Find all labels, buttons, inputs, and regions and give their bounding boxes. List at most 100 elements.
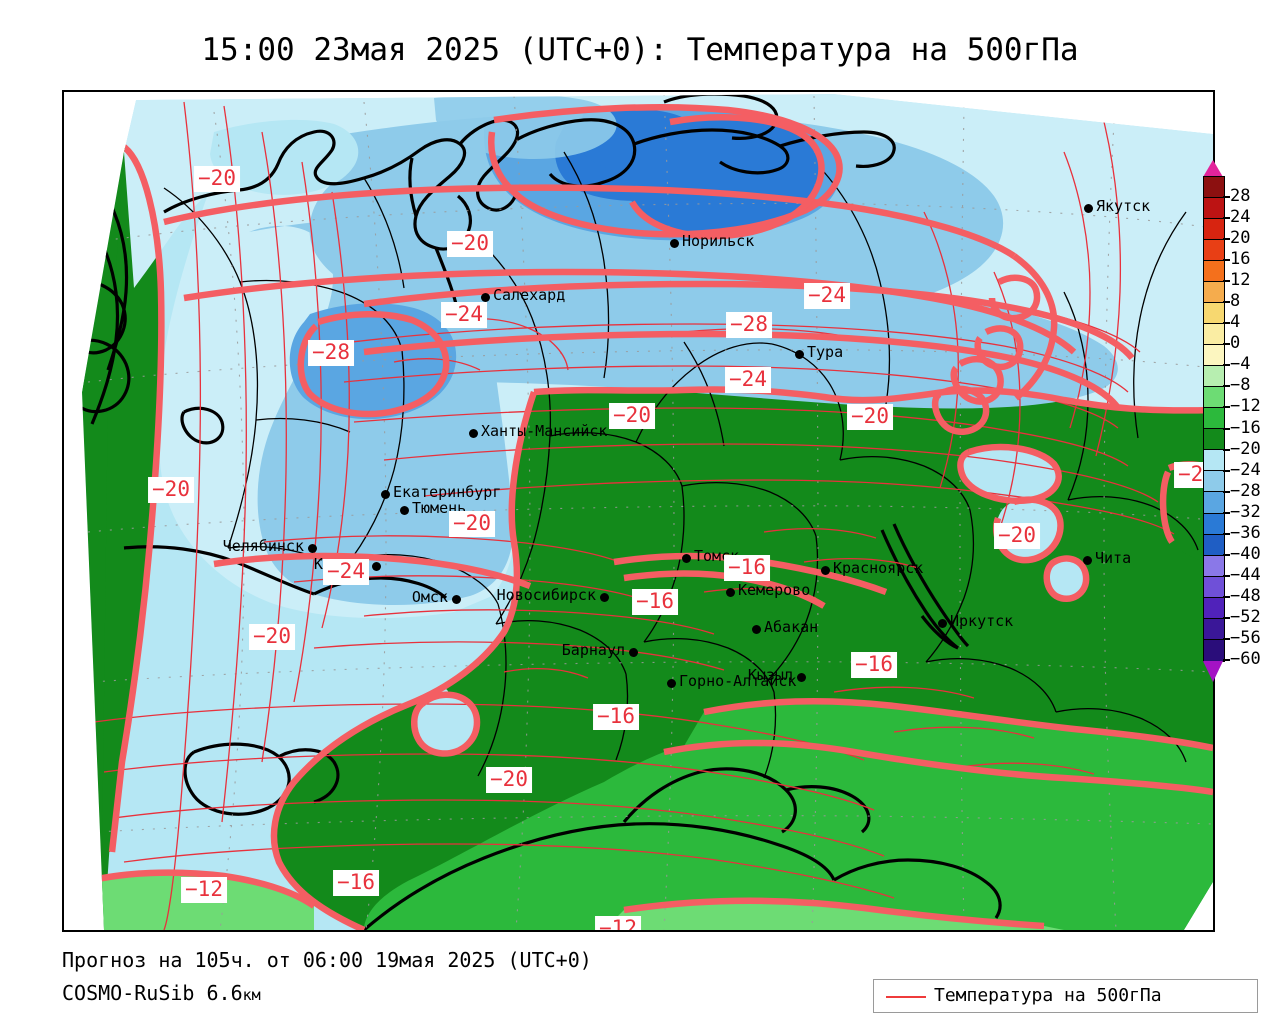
colorbar-tick-dash-icon [1223,595,1230,598]
contour-value-label: −20 [994,523,1040,549]
contour-value-label: −20 [486,767,532,793]
colorbar-tick-dash-icon [1223,469,1230,472]
colorbar-tick-dash-icon [1223,238,1230,241]
colorbar-tick-value: 12 [1230,270,1251,291]
forecast-info: Прогноз на 105ч. от 06:00 19мая 2025 (UT… [62,948,592,972]
legend-line-swatch [886,996,926,998]
colorbar-tick-value: −8 [1230,375,1251,396]
colorbar-tick-dash-icon [1223,427,1230,430]
contour-value-label: −28 [726,312,772,338]
colorbar-tick-value: −44 [1230,564,1261,585]
colorbar-tick-dash-icon [1223,574,1230,577]
colorbar-tick-dash-icon [1223,553,1230,556]
colorbar-band [1204,408,1224,430]
temperature-field-map [64,92,1213,930]
colorbar-tick-dash-icon [1223,490,1230,493]
contour-value-label: −16 [333,870,379,896]
colorbar-tick-value: 0 [1230,333,1241,354]
colorbar-band [1204,576,1224,598]
legend: Температура на 500гПа [873,979,1258,1013]
contour-value-label: −12 [595,916,641,930]
colorbar-tick-value: −4 [1230,354,1251,375]
colorbar-band [1204,198,1224,220]
colorbar-tick-value: 16 [1230,249,1251,270]
contour-value-label: −12 [181,877,227,903]
contour-value-label: −16 [593,704,639,730]
colorbar-band [1204,639,1224,661]
map-plot-area: Якутск Норильск Салехард Тура Ханты-Мансийск… [62,90,1215,932]
colorbar-tick-labels: 28 24 20 16 12 8 4 0 −4 −8 −12 −16 −20 −24 −28 −32 −36 −4… [1223,176,1280,669]
colorbar-band [1204,366,1224,388]
model-unit: км [242,986,261,1004]
contour-value-label: −20 [447,231,493,257]
colorbar-tick-value: −60 [1230,649,1261,669]
colorbar-band [1204,240,1224,262]
colorbar-band [1204,303,1224,325]
contour-value-label: −20 [847,404,893,430]
colorbar-tick-dash-icon [1223,301,1230,304]
colorbar-tick-dash-icon [1223,616,1230,619]
colorbar-tick-value: −24 [1230,459,1261,480]
colorbar-top-arrow [1203,160,1223,177]
colorbar-band [1204,177,1224,199]
contour-value-label: −24 [323,559,369,585]
colorbar-tick-dash-icon [1223,322,1230,325]
colorbar-band [1204,618,1224,640]
colorbar-tick-dash-icon [1223,196,1230,199]
colorbar-band [1204,534,1224,556]
colorbar-tick-dash-icon [1223,448,1230,451]
colorbar-tick-dash-icon [1223,659,1230,661]
contour-value-label: −16 [632,589,678,615]
colorbar-tick-dash-icon [1223,637,1230,640]
colorbar-band [1204,513,1224,535]
colorbar-tick-value: 24 [1230,207,1251,228]
colorbar-tick-dash-icon [1223,406,1230,409]
colorbar-tick-value: −36 [1230,522,1261,543]
colorbar-tick-value: −32 [1230,501,1261,522]
colorbar-tick-value: 4 [1230,312,1241,333]
colorbar-band [1204,429,1224,451]
colorbar-tick-value: −28 [1230,480,1261,501]
colorbar-tick-value: −52 [1230,606,1261,627]
contour-value-label: −20 [609,403,655,429]
contour-value-label: −16 [724,555,770,581]
model-name: COSMO-RuSib 6.6 [62,981,243,1005]
colorbar-tick-dash-icon [1223,343,1230,346]
contour-value-label: −16 [851,652,897,678]
contour-value-label: −20 [194,166,240,192]
colorbar-bottom-arrow [1203,661,1223,682]
contour-value-label: −28 [308,340,354,366]
colorbar-tick-dash-icon [1223,217,1230,220]
colorbar-band [1204,597,1224,619]
colorbar-tick-dash-icon [1223,280,1230,283]
colorbar-tick-value: 28 [1230,186,1251,207]
temperature-colorbar [1203,176,1225,662]
colorbar-band [1204,282,1224,304]
colorbar-band [1204,555,1224,577]
colorbar-tick-value: −16 [1230,417,1261,438]
colorbar-band [1204,450,1224,472]
contour-value-label: −24 [725,367,771,393]
colorbar-tick-dash-icon [1223,259,1230,262]
colorbar-tick-value: −48 [1230,585,1261,606]
colorbar-tick-dash-icon [1223,385,1230,388]
colorbar-band [1204,324,1224,346]
contour-value-label: −20 [249,624,295,650]
contour-value-label: −20 [148,477,194,503]
legend-label: Температура на 500гПа [934,985,1162,1006]
colorbar-band [1204,387,1224,409]
colorbar-tick-value: 8 [1230,291,1241,312]
colorbar-tick-value: −40 [1230,543,1261,564]
colorbar-tick-value: −56 [1230,627,1261,648]
colorbar-tick-value: 20 [1230,228,1251,249]
colorbar-band [1204,492,1224,514]
colorbar-tick-value: −12 [1230,396,1261,417]
contour-value-label: −24 [441,302,487,328]
contour-value-label: −24 [804,283,850,309]
colorbar-band [1204,471,1224,493]
colorbar-band [1204,219,1224,241]
contour-value-label: −20 [449,511,495,537]
colorbar-tick-value: −20 [1230,438,1261,459]
colorbar-tick-dash-icon [1223,532,1230,535]
model-info: COSMO-RuSib 6.6км [62,981,261,1005]
